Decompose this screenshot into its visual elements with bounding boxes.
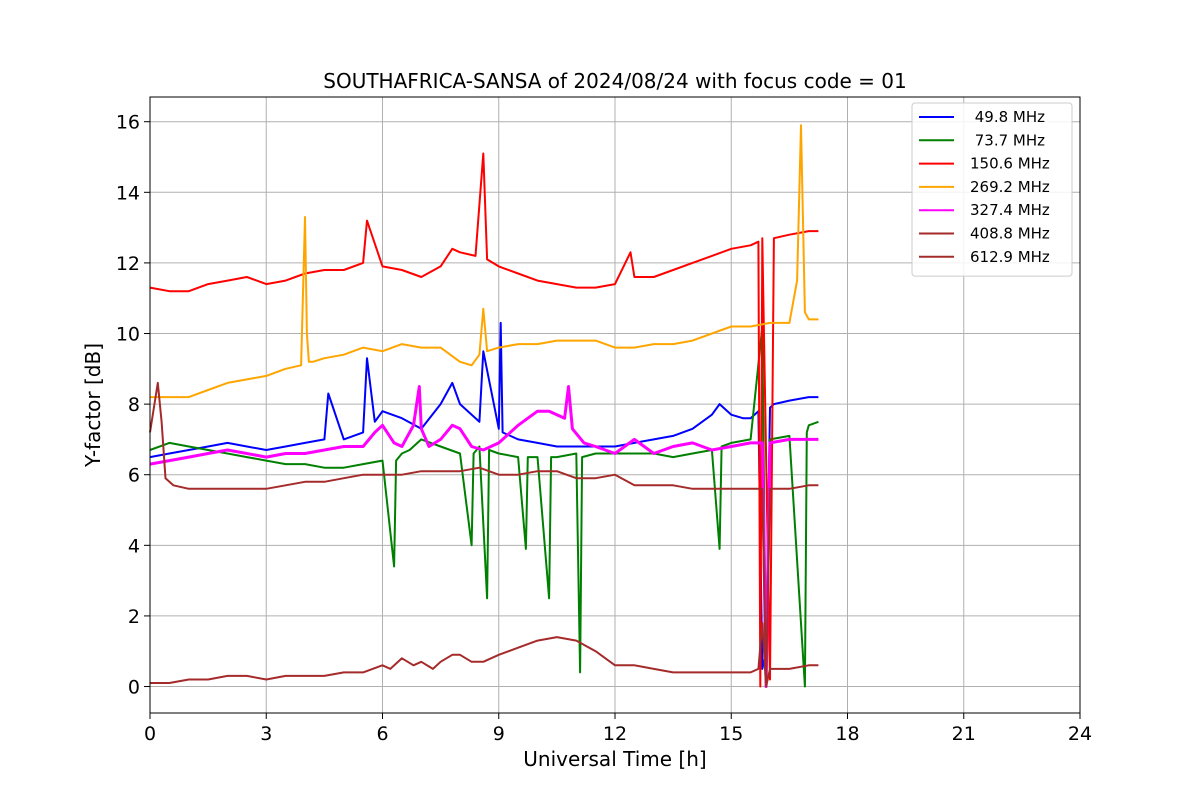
x-tick-label: 15 [719,723,743,745]
y-axis: 0 2 4 6 8 10 12 14 16 [116,112,150,699]
y-tick-label: 6 [128,465,140,487]
y-axis-label: Y-factor [dB] [81,343,105,468]
legend-label: 49.8 MHz [970,108,1045,126]
series-line-7 [150,622,819,688]
x-tick-label: 24 [1068,723,1092,745]
legend: 49.8 MHz 73.7 MHz 150.6 MHz 269.2 MHz 327.4… [911,102,1073,277]
legend-label: 327.4 MHz [970,201,1050,219]
legend-label: 612.9 MHz [970,248,1050,266]
legend-label: 269.2 MHz [970,178,1050,196]
x-tick-label: 9 [493,723,505,745]
y-tick-label: 12 [116,253,140,275]
y-tick-label: 14 [116,182,140,204]
y-tick-label: 2 [128,606,140,628]
y-tick-label: 16 [116,112,140,134]
series-line-6 [149,381,819,684]
plot-area [149,124,819,688]
legend-label: 408.8 MHz [970,225,1050,243]
legend-label: 150.6 MHz [970,155,1050,173]
series-line-1 [149,321,819,670]
x-axis-label: Universal Time [h] [523,747,706,771]
x-tick-label: 18 [835,723,859,745]
x-tick-label: 3 [260,723,272,745]
legend-label: 73.7 MHz [970,131,1045,149]
series-line-2 [149,325,819,688]
chart-title: SOUTHAFRICA-SANSA of 2024/08/24 with foc… [323,69,907,93]
x-tick-label: 12 [603,723,627,745]
y-tick-label: 8 [128,394,140,416]
y-tick-label: 10 [116,324,140,346]
x-axis: 0 3 6 9 12 15 18 21 24 [144,713,1092,745]
y-tick-label: 0 [128,677,140,699]
x-tick-label: 21 [952,723,976,745]
x-tick-label: 6 [376,723,388,745]
x-tick-label: 0 [144,723,156,745]
y-tick-label: 4 [128,535,140,557]
series-line-4 [150,124,819,399]
series-line-3 [149,152,819,688]
series-line-5 [149,385,819,688]
